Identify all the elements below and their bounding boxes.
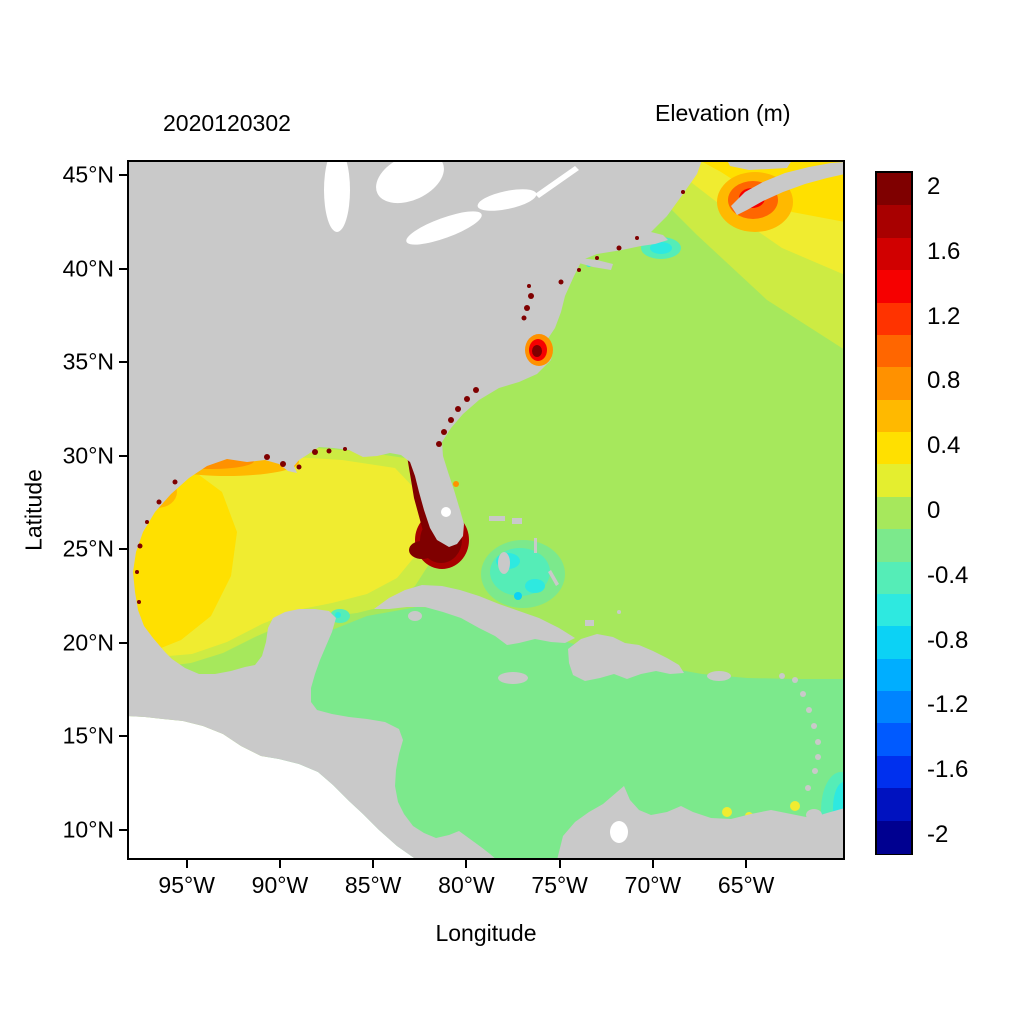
colorbar-segment (877, 205, 911, 239)
y-tick-label: 45°N (62, 161, 114, 188)
colorbar-segment (877, 788, 911, 822)
region-caribbean-green (267, 607, 845, 860)
colorbar-tick-label: 1.2 (927, 302, 961, 330)
land-jamaica (498, 672, 528, 684)
colorbar-segment (877, 593, 911, 627)
land-hispaniola (568, 634, 684, 681)
colorbar-segment (877, 334, 911, 368)
colorbar-tick-label: -0.4 (927, 561, 969, 589)
land-long-island (579, 258, 613, 270)
colorbar-title: Elevation (m) (655, 100, 791, 126)
land-north-central-america (127, 160, 702, 860)
colorbar-segment (877, 496, 911, 530)
x-tick-mark (745, 860, 748, 868)
x-tick-label: 90°W (251, 872, 309, 898)
land-nova-scotia (731, 162, 845, 215)
colorbar-segment (877, 173, 911, 206)
lake-okeechobee (441, 507, 451, 517)
y-tick-label: 15°N (62, 722, 114, 749)
timestamp-title: 2020120302 (163, 110, 291, 136)
colorbar-tick-label: -2 (927, 820, 949, 848)
colorbar-segment (877, 723, 911, 757)
colorbar-segment (877, 820, 911, 854)
lake-maracaibo (610, 821, 628, 843)
y-tick-label: 25°N (62, 535, 114, 562)
y-tick-label: 20°N (62, 629, 114, 656)
colorbar-segment (877, 399, 911, 433)
surge-pamlico (525, 334, 553, 366)
colorbar-tick-label: 0.4 (927, 432, 961, 460)
land (127, 160, 845, 860)
y-tick-label: 30°N (62, 442, 114, 469)
colorbar-tick-label: -1.6 (927, 756, 969, 784)
map-frame (127, 148, 861, 860)
colorbar-segment (877, 367, 911, 401)
x-tick-label: 95°W (158, 872, 215, 898)
great-lakes (324, 148, 628, 843)
colorbar-tick-label: -1.2 (927, 691, 969, 719)
x-tick-mark (372, 860, 375, 868)
y-tick-label: 10°N (62, 816, 114, 843)
colorbar-tick-label: -0.8 (927, 626, 969, 654)
coastal-surge-cells (135, 190, 685, 604)
x-tick-label: 80°W (438, 872, 495, 898)
land-new-brunswick (727, 160, 792, 170)
land-lesser-antilles (779, 673, 822, 821)
x-tick-label: 85°W (344, 872, 402, 898)
colorbar-tick-label: 1.6 (927, 237, 961, 265)
colorbar-tick-label: 2 (927, 173, 941, 201)
x-axis-title: Longitude (435, 920, 537, 946)
colorbar-segment (877, 302, 911, 336)
land-south-america (557, 786, 845, 860)
colorbar-tick-label: 0.8 (927, 367, 961, 395)
colorbar-segment (877, 270, 911, 304)
x-tick-mark (185, 860, 188, 868)
pacific-no-data (127, 716, 417, 860)
y-tick-mark (119, 641, 127, 644)
colorbar-segment (877, 755, 911, 789)
y-tick-mark (119, 735, 127, 738)
land-bahamas (489, 516, 621, 626)
y-tick-mark (119, 829, 127, 832)
colorbar (875, 171, 913, 855)
x-tick-mark (558, 860, 561, 868)
x-tick-mark (651, 860, 654, 868)
y-tick-mark (119, 267, 127, 270)
colorbar-segment (877, 626, 911, 660)
colorbar-segment (877, 529, 911, 563)
y-tick-label: 40°N (62, 255, 114, 282)
colorbar-segment (877, 561, 911, 595)
x-tick-mark (465, 860, 468, 868)
x-tick-label: 70°W (624, 872, 682, 898)
elevation-map (127, 148, 861, 860)
y-tick-label: 35°N (62, 348, 114, 375)
colorbar-segment (877, 658, 911, 692)
colorbar-segment (877, 691, 911, 725)
y-tick-mark (119, 173, 127, 176)
y-tick-mark (119, 361, 127, 364)
land-puerto-rico (707, 671, 731, 681)
x-tick-label: 75°W (531, 872, 588, 898)
colorbar-segment (877, 464, 911, 498)
land-cuba (374, 585, 575, 645)
land-isle-of-youth (408, 611, 422, 621)
y-tick-mark (119, 454, 127, 457)
x-tick-label: 65°W (717, 872, 775, 898)
surge-canaveral (453, 481, 459, 487)
colorbar-segment (877, 237, 911, 271)
colorbar-segment (877, 432, 911, 466)
y-tick-mark (119, 548, 127, 551)
x-tick-mark (278, 860, 281, 868)
colorbar-tick-label: 0 (927, 497, 941, 524)
map-border (127, 160, 845, 860)
